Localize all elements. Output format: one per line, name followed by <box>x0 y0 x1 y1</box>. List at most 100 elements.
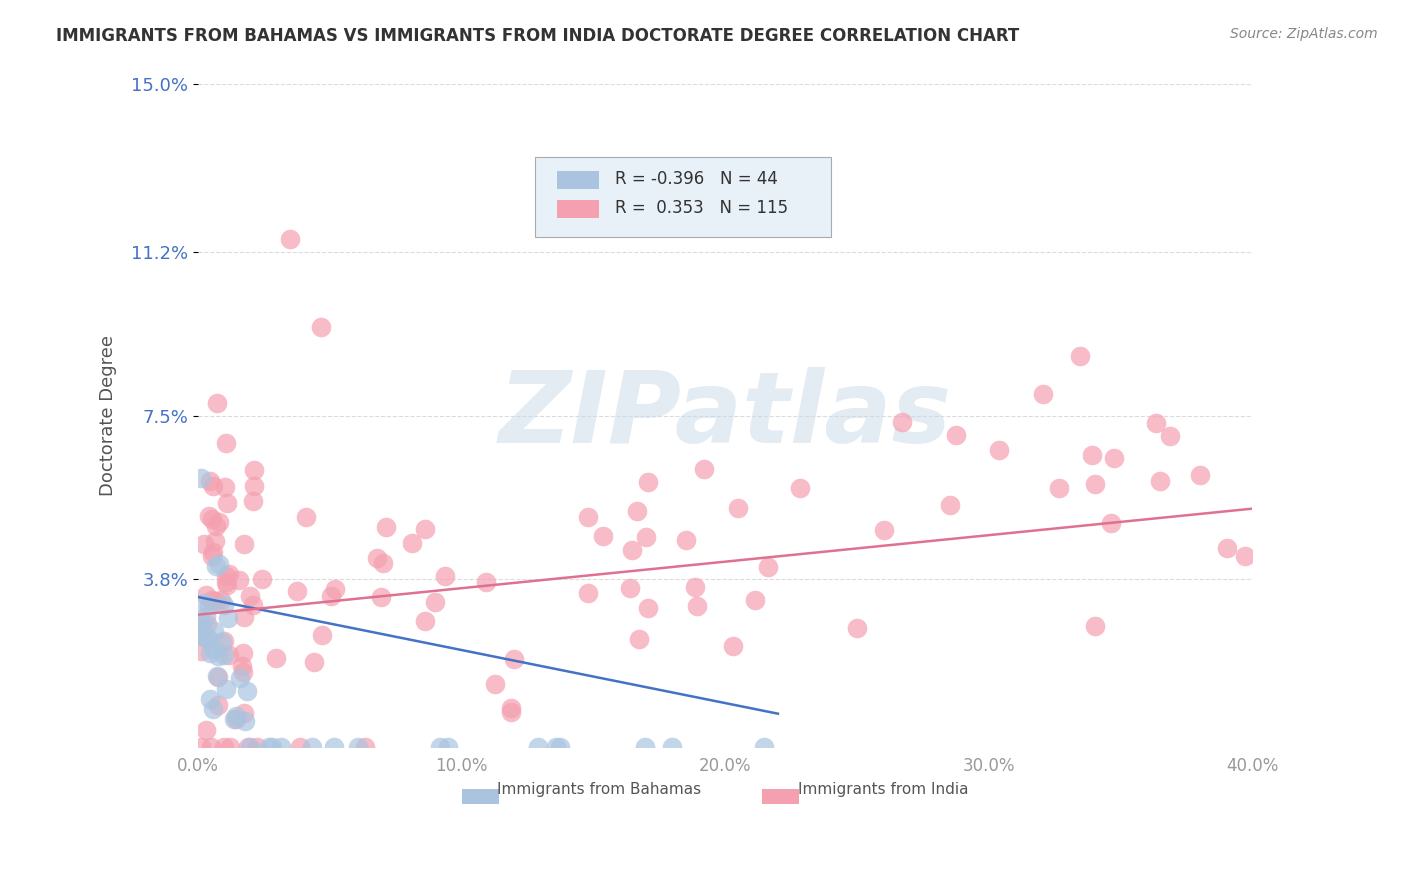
Point <box>202 545 225 559</box>
Point <box>205 559 228 574</box>
Point <box>484 677 506 691</box>
Point <box>219 740 242 755</box>
Point <box>201 702 224 716</box>
Point <box>987 443 1010 458</box>
Text: ZIPatlas: ZIPatlas <box>499 368 952 465</box>
Point <box>685 599 707 613</box>
Point <box>190 740 212 755</box>
Point <box>212 648 235 663</box>
Text: R = -0.396   N = 44: R = -0.396 N = 44 <box>614 169 778 187</box>
Point <box>204 534 226 549</box>
Point <box>208 515 231 529</box>
Point <box>257 740 280 755</box>
Point <box>207 649 229 664</box>
Point <box>939 498 962 512</box>
Point <box>1084 619 1107 633</box>
Point <box>619 582 641 596</box>
Y-axis label: Doctorate Degree: Doctorate Degree <box>100 335 117 496</box>
Point <box>626 503 648 517</box>
Point <box>873 523 896 537</box>
Point <box>637 601 659 615</box>
Point <box>752 740 775 755</box>
Point <box>200 740 222 755</box>
Point <box>201 592 224 607</box>
Point <box>195 588 218 602</box>
Text: Immigrants from Bahamas: Immigrants from Bahamas <box>496 781 700 797</box>
Point <box>202 478 225 492</box>
FancyBboxPatch shape <box>557 200 599 219</box>
Point <box>262 740 284 755</box>
Point <box>661 740 683 755</box>
Point <box>225 709 247 723</box>
Text: Source: ZipAtlas.com: Source: ZipAtlas.com <box>1230 27 1378 41</box>
Point <box>499 705 522 719</box>
Point <box>1069 350 1091 364</box>
Point <box>214 436 236 450</box>
Point <box>239 740 262 755</box>
Point <box>301 740 323 755</box>
Point <box>243 463 266 477</box>
Point <box>1047 481 1070 495</box>
Point <box>211 634 233 648</box>
Point <box>323 582 346 596</box>
Point <box>322 740 344 755</box>
Point <box>202 642 225 657</box>
Point <box>627 632 650 646</box>
Point <box>190 644 212 658</box>
Point <box>215 575 238 590</box>
Point <box>208 557 231 571</box>
Point <box>891 415 914 429</box>
Point <box>285 583 308 598</box>
Point <box>592 528 614 542</box>
Point <box>270 740 292 755</box>
Point <box>1102 450 1125 465</box>
Point <box>1285 435 1308 450</box>
Point <box>215 681 238 696</box>
Point <box>233 610 256 624</box>
Point <box>201 549 224 563</box>
Point <box>215 569 238 583</box>
Point <box>675 533 697 547</box>
Point <box>235 684 257 698</box>
Point <box>218 567 240 582</box>
Text: R =  0.353   N = 115: R = 0.353 N = 115 <box>614 199 787 217</box>
Point <box>576 509 599 524</box>
Point <box>544 740 567 755</box>
Point <box>413 522 436 536</box>
Point <box>1149 474 1171 488</box>
Point <box>294 510 316 524</box>
Point <box>222 712 245 726</box>
Point <box>789 481 811 495</box>
Point <box>233 537 256 551</box>
Point <box>195 608 218 623</box>
Point <box>198 598 221 612</box>
Point <box>190 615 212 630</box>
Point <box>190 471 212 485</box>
Point <box>217 611 239 625</box>
Point <box>193 537 215 551</box>
Point <box>1233 549 1256 563</box>
Text: IMMIGRANTS FROM BAHAMAS VS IMMIGRANTS FROM INDIA DOCTORATE DEGREE CORRELATION CH: IMMIGRANTS FROM BAHAMAS VS IMMIGRANTS FR… <box>56 27 1019 45</box>
Point <box>1188 467 1211 482</box>
Point <box>683 580 706 594</box>
Point <box>1032 386 1054 401</box>
Point <box>218 648 240 662</box>
Point <box>527 740 550 755</box>
Point <box>233 714 256 729</box>
Point <box>207 698 229 712</box>
Point <box>375 520 398 534</box>
Point <box>302 655 325 669</box>
FancyBboxPatch shape <box>557 170 599 189</box>
Point <box>190 619 212 633</box>
Point <box>225 712 247 726</box>
Point <box>1216 541 1239 555</box>
Point <box>205 519 228 533</box>
Point <box>373 556 395 570</box>
Point <box>212 634 235 648</box>
Point <box>197 631 219 645</box>
Point <box>744 593 766 607</box>
Point <box>200 475 222 489</box>
Point <box>202 624 225 638</box>
Point <box>191 596 214 610</box>
Point <box>1159 429 1181 443</box>
